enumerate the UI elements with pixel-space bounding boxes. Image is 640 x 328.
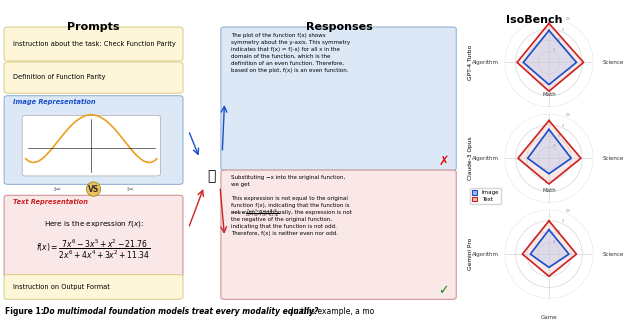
FancyBboxPatch shape	[4, 195, 183, 277]
FancyBboxPatch shape	[4, 62, 183, 93]
FancyBboxPatch shape	[4, 275, 183, 299]
Text: Instruction about the task: Check Function Parity: Instruction about the task: Check Functi…	[13, 41, 176, 47]
Text: $f(x) = \dfrac{7x^6 - 3x^5 + x^2 - 21.76}{2x^6 + 4x^4 + 3x^2 + 11.34}$: $f(x) = \dfrac{7x^6 - 3x^5 + x^2 - 21.76…	[36, 238, 151, 261]
Text: Image Representation: Image Representation	[13, 99, 96, 105]
Text: Figure 1:: Figure 1:	[5, 307, 47, 316]
Text: Gemini Pro: Gemini Pro	[468, 238, 474, 270]
Text: Definition of Function Parity: Definition of Function Parity	[13, 74, 106, 80]
Polygon shape	[517, 23, 584, 91]
Text: 🤖: 🤖	[207, 170, 215, 183]
Text: VS: VS	[88, 185, 99, 194]
Text: Claude-3 Opus: Claude-3 Opus	[468, 136, 474, 180]
Text: Do multimodal foundation models treat every modality equally?: Do multimodal foundation models treat ev…	[43, 307, 318, 316]
FancyBboxPatch shape	[4, 96, 183, 184]
FancyBboxPatch shape	[4, 27, 183, 61]
Polygon shape	[527, 130, 571, 174]
FancyBboxPatch shape	[221, 170, 456, 299]
Text: GPT-4 Turbo: GPT-4 Turbo	[468, 45, 474, 80]
Text: Responses: Responses	[307, 22, 373, 32]
Polygon shape	[522, 221, 577, 276]
Text: Here is the expression $f(x)$:: Here is the expression $f(x)$:	[44, 219, 143, 229]
Polygon shape	[518, 121, 581, 184]
FancyBboxPatch shape	[22, 115, 161, 176]
Polygon shape	[524, 31, 577, 85]
Text: In this example, a mo: In this example, a mo	[289, 307, 374, 316]
Legend: Image, Text: Image, Text	[470, 188, 502, 204]
FancyBboxPatch shape	[221, 27, 456, 170]
Text: ✂: ✂	[54, 185, 61, 195]
Text: $f(-x)=\frac{7x^6+3x^5+x^2-21.76}{2x^6+4x^4+3x^2+11.34}$: $f(-x)=\frac{7x^6+3x^5+x^2-21.76}{2x^6+4…	[231, 209, 280, 220]
Text: Prompts: Prompts	[67, 22, 120, 32]
Polygon shape	[531, 230, 569, 267]
Text: Substituting −x into the original function,
we get
 
This expression is not equa: Substituting −x into the original functi…	[231, 174, 352, 236]
Text: Text Representation: Text Representation	[13, 199, 88, 205]
Text: IsoBench: IsoBench	[506, 15, 563, 25]
Text: ✗: ✗	[438, 155, 449, 168]
Text: ✂: ✂	[126, 185, 133, 195]
Text: Instruction on Output Format: Instruction on Output Format	[13, 284, 110, 290]
Text: The plot of the function f(x) shows
symmetry about the y-axis. This symmetry
ind: The plot of the function f(x) shows symm…	[231, 32, 351, 72]
Text: ✓: ✓	[438, 284, 449, 297]
